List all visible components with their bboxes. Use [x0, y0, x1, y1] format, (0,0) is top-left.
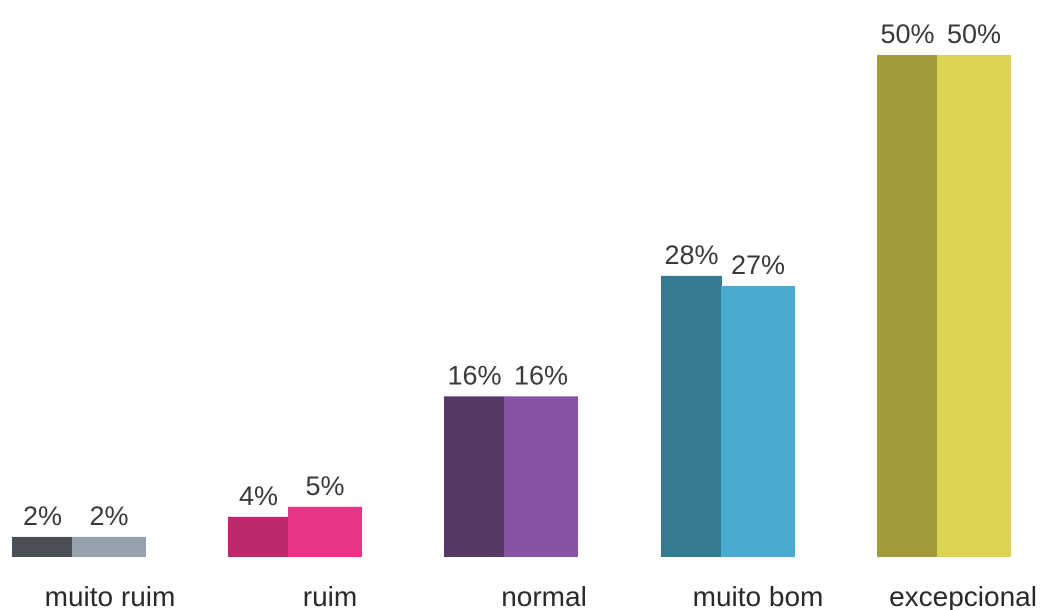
bar-2-5 [937, 55, 1011, 557]
value-label-1-5: 50% [880, 19, 934, 49]
bar-1-5 [877, 55, 938, 557]
category-label-2: ruim [303, 581, 357, 610]
value-label-2-1: 2% [89, 501, 128, 531]
category-label-3: normal [501, 581, 587, 610]
category-label-4: muito bom [693, 581, 824, 610]
value-label-1-1: 2% [23, 501, 62, 531]
category-label-1: muito ruim [45, 581, 176, 610]
value-label-2-2: 5% [305, 471, 344, 501]
category-label-5: excepcional [889, 581, 1037, 610]
value-label-2-3: 16% [514, 360, 568, 390]
bar-2-2 [288, 506, 362, 557]
bar-2-3 [504, 396, 578, 557]
bar-1-2 [228, 516, 289, 557]
bar-1-1 [12, 536, 73, 557]
value-label-1-3: 16% [447, 360, 501, 390]
bar-1-3 [444, 396, 505, 557]
value-label-1-2: 4% [239, 481, 278, 511]
bar-1-4 [661, 275, 722, 557]
bar-2-1 [72, 536, 146, 557]
value-label-2-5: 50% [947, 19, 1001, 49]
value-label-2-4: 27% [731, 250, 785, 280]
value-label-1-4: 28% [664, 240, 718, 270]
bar-2-4 [721, 285, 795, 557]
